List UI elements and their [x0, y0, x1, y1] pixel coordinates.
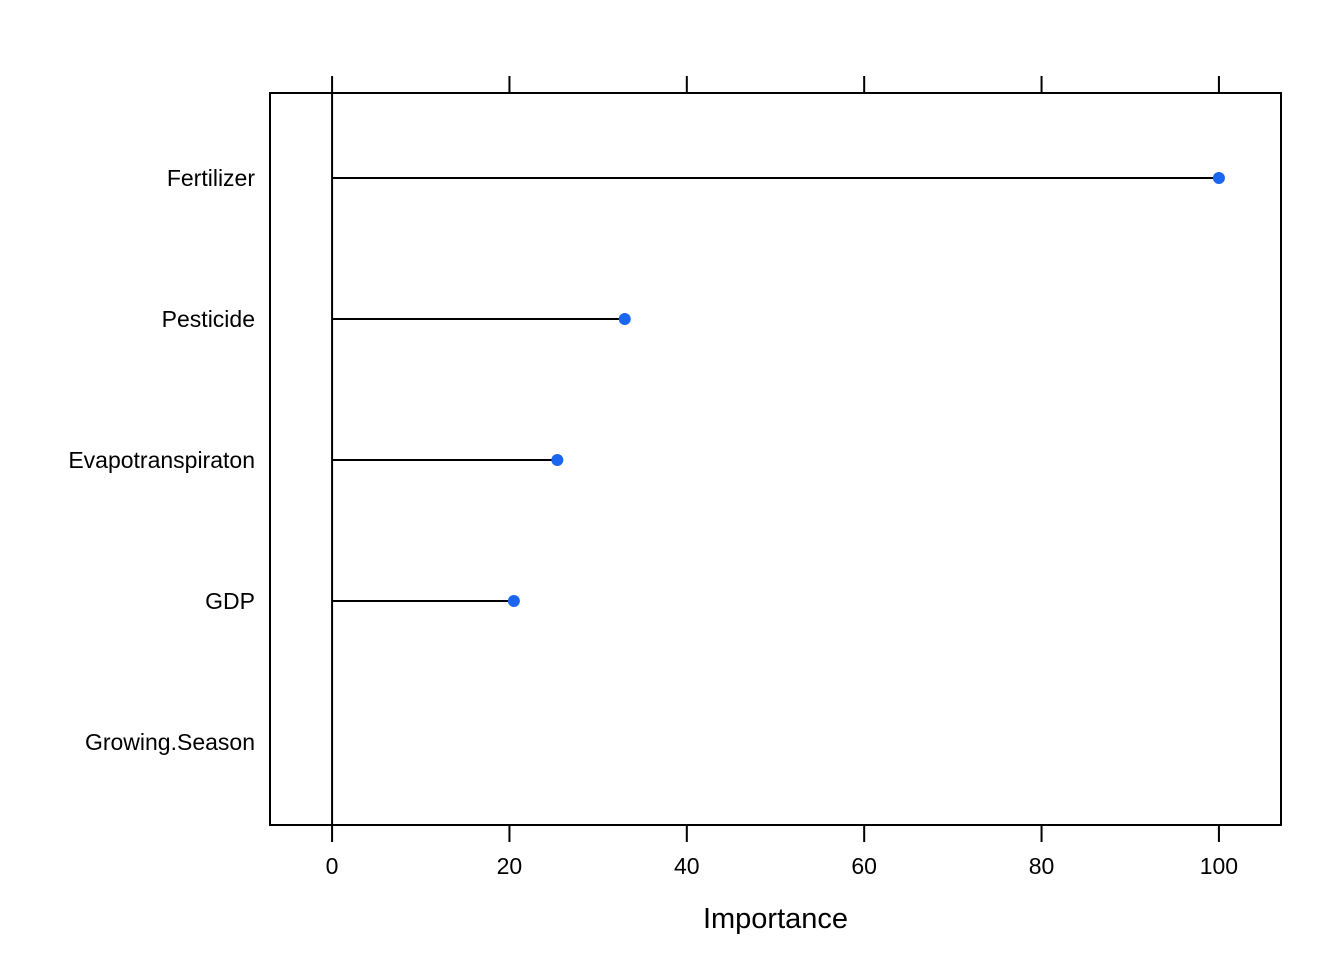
x-tick-label: 60 [851, 853, 877, 879]
x-axis-top-ticks [331, 76, 1220, 93]
category-label: Growing.Season [85, 729, 255, 755]
x-tick-label: 0 [326, 853, 339, 879]
data-series [332, 172, 1225, 607]
category-label: Fertilizer [167, 165, 256, 191]
x-axis-bottom-ticks [331, 825, 1220, 842]
y-axis-category-labels: Fertilizer Pesticide Evapotranspiraton GDP G… [68, 165, 255, 755]
importance-point [507, 595, 520, 607]
importance-point [1212, 172, 1225, 184]
x-tick-label: 20 [497, 853, 523, 879]
category-label: Pesticide [162, 306, 255, 332]
category-label: Evapotranspiraton [68, 447, 255, 473]
x-tick-label: 100 [1200, 853, 1238, 879]
x-axis-title: Importance [703, 903, 848, 935]
plot-frame [269, 92, 1282, 826]
x-tick-label: 80 [1029, 853, 1055, 879]
importance-point [551, 454, 564, 466]
x-axis-tick-labels: 0 20 40 60 80 100 [326, 853, 1238, 879]
category-label: GDP [205, 588, 255, 614]
x-tick-label: 40 [674, 853, 700, 879]
importance-point [618, 313, 631, 325]
